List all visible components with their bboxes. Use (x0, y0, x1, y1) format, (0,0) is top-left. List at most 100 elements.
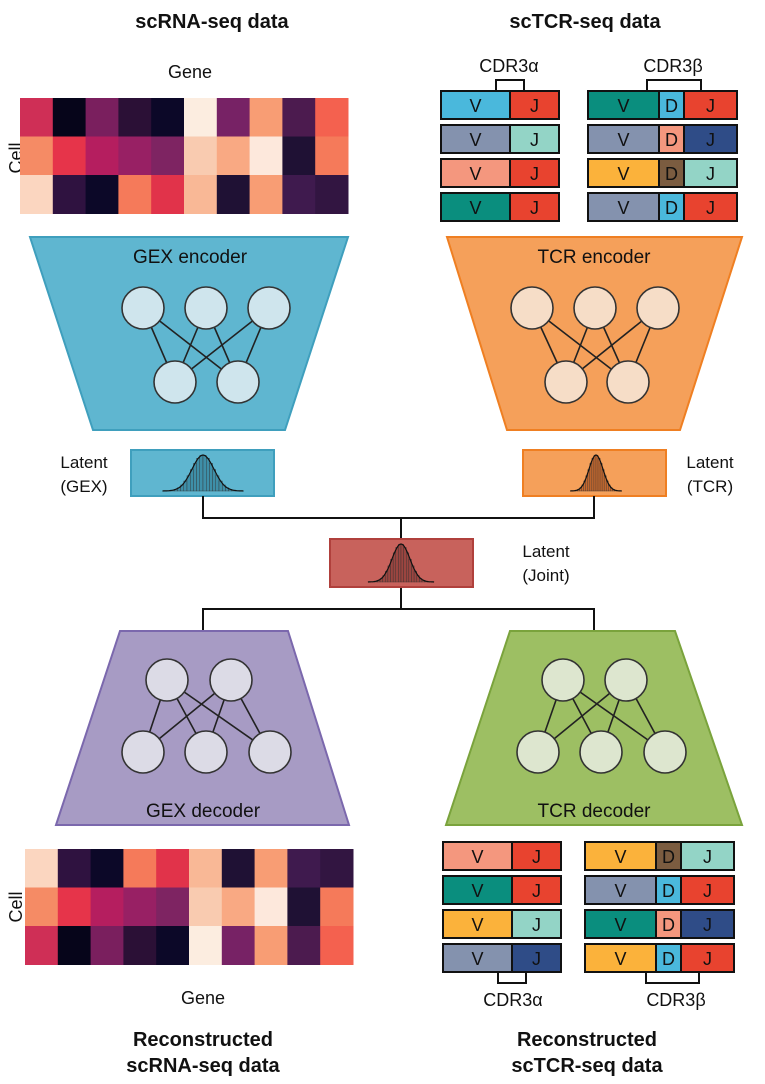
heatmap-cell (57, 849, 92, 888)
segment-letter-v: V (471, 949, 483, 969)
heatmap-cell (249, 175, 283, 214)
segment-letter-v: V (614, 915, 626, 935)
heatmap-cell (118, 175, 152, 214)
network-node (247, 286, 291, 330)
segment-letter-v: V (617, 96, 629, 116)
latent-gex-distribution (162, 454, 244, 492)
title-recon-scrna-line1: Reconstructed (133, 1029, 273, 1051)
histogram-bar (595, 455, 599, 492)
heatmap-cell (85, 175, 119, 214)
chain-segment-v (440, 158, 511, 188)
gex-encoder-shape (28, 236, 350, 431)
heatmap-cell (85, 98, 119, 137)
gex-decoder-network (121, 658, 292, 774)
heatmap-cell (90, 849, 124, 888)
tcr-encoder-shape (445, 236, 744, 431)
heatmap-cell (315, 136, 349, 176)
histogram-bar (205, 458, 210, 492)
title-recon-sctcr-line1: Reconstructed (517, 1029, 657, 1051)
segment-letter-v: V (471, 915, 483, 935)
heatmap-cell (118, 98, 152, 137)
histogram-bar (403, 547, 407, 583)
network-node (579, 730, 623, 774)
chain-segment-v (442, 875, 513, 905)
heatmap-cell (184, 98, 218, 137)
chain-segment-j (509, 158, 560, 188)
heatmap-cell (189, 926, 223, 965)
title-sctcr: scTCR-seq data (509, 11, 661, 33)
chain-segment-j (509, 192, 560, 222)
gex-encoder-label: GEX encoder (133, 247, 248, 268)
network-node (209, 658, 253, 702)
gex-decoder-label: GEX decoder (146, 801, 261, 822)
network-node (184, 286, 228, 330)
heatmap-cell (221, 887, 256, 927)
heatmap-cell (90, 926, 124, 965)
segment-letter-v: V (614, 949, 626, 969)
heatmap-cell (282, 175, 316, 214)
tcr-chains-reconstructed: V JV JV JV JV D JV D JV D JV D J (442, 841, 735, 973)
histogram-bar (202, 455, 207, 492)
network-node (636, 286, 680, 330)
heatmap-cell (52, 98, 87, 137)
segment-letter-j: J (532, 881, 541, 901)
chain-segment-j (683, 192, 738, 222)
segment-letter-v: V (617, 164, 629, 184)
chain-segment-v (584, 943, 657, 973)
histogram-bar (395, 547, 399, 583)
histogram-bar (591, 458, 595, 492)
cdr3-alpha-label-bottom: CDR3α (483, 990, 542, 1010)
network-node (604, 658, 648, 702)
heatmap-cell (151, 136, 185, 176)
segment-letter-j: J (706, 164, 715, 184)
heatmap-cell (156, 926, 190, 965)
connector-lines (202, 496, 595, 631)
heatmap-cell (221, 849, 256, 888)
segment-letter-j: J (532, 847, 541, 867)
latent-gex-label-line1: Latent (60, 453, 108, 472)
heatmap-cell (20, 98, 54, 137)
latent-tcr-label-line2: (TCR) (687, 477, 733, 496)
heatmap-cell (315, 98, 349, 137)
tcr-encoder-label: TCR encoder (538, 247, 652, 268)
histogram-bar (196, 458, 201, 492)
segment-letter-j: J (703, 881, 712, 901)
segment-letter-d: D (662, 949, 675, 969)
chain-segment-v (587, 124, 660, 154)
heatmap-cell (320, 887, 354, 927)
title-recon-scrna-line2: scRNA-seq data (126, 1055, 280, 1077)
heatmap-cell (123, 926, 157, 965)
heatmap-cell (57, 926, 92, 965)
network-node (248, 730, 292, 774)
reconstructed-gene-expression-heatmap (25, 849, 354, 965)
heatmap-cell (123, 887, 157, 927)
heatmap-cell (184, 175, 218, 214)
chain-segment-j (511, 909, 562, 939)
segment-letter-d: D (662, 847, 675, 867)
heatmap-cell (320, 849, 354, 888)
gene-label-top: Gene (168, 62, 212, 82)
gex-encoder-network (121, 286, 291, 404)
segment-letter-j: J (532, 915, 541, 935)
tcr-chains-input: V JV JV JV JV D JV D JV D JV D J (440, 90, 738, 222)
chain-segment-v (587, 90, 660, 120)
latent-joint-distribution (367, 543, 435, 583)
latent-tcr-label-line1: Latent (686, 453, 734, 472)
heatmap-cell (25, 926, 59, 965)
histogram-bar (209, 463, 213, 492)
segment-letter-j: J (703, 949, 712, 969)
segment-letter-v: V (614, 881, 626, 901)
heatmap-cell (25, 849, 59, 888)
network-node (184, 730, 228, 774)
heatmap-cell (216, 136, 251, 176)
chain-segment-j (511, 875, 562, 905)
